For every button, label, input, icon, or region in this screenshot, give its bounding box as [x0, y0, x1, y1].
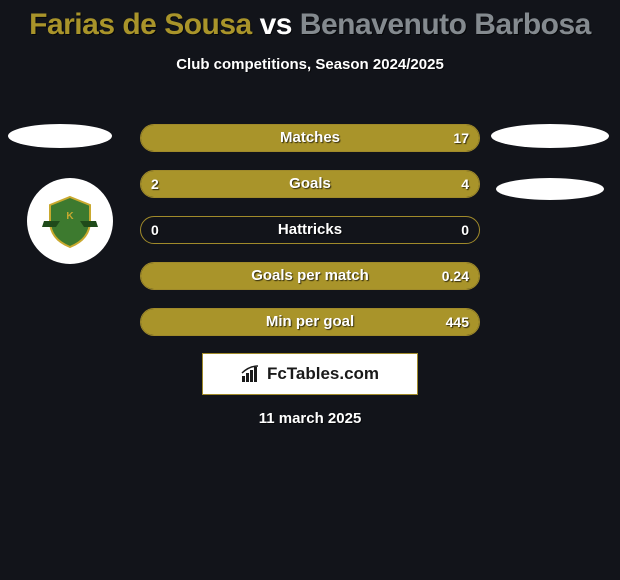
stats-container: Matches17 Goals2 4 Hattricks0 0 Goals per mat…	[140, 124, 480, 354]
stat-value-right: 0.24	[442, 263, 469, 289]
stat-label: Goals per match	[141, 263, 479, 289]
shield-icon: K	[40, 191, 100, 251]
source-badge: FcTables.com	[202, 353, 418, 395]
stat-row: Min per goal445	[140, 308, 480, 336]
stat-label: Matches	[141, 125, 479, 151]
club-badge: K	[27, 178, 113, 264]
title-player1: Farias de Sousa	[29, 8, 252, 41]
stat-row: Goals per match0.24	[140, 262, 480, 290]
decorative-oval	[8, 124, 112, 148]
stat-label: Min per goal	[141, 309, 479, 335]
stat-value-left: 2	[151, 171, 159, 197]
decorative-oval	[496, 178, 604, 200]
stat-value-right: 17	[453, 125, 469, 151]
stat-label: Hattricks	[141, 217, 479, 243]
source-text: FcTables.com	[267, 364, 379, 384]
stat-row: Hattricks0 0	[140, 216, 480, 244]
subtitle: Club competitions, Season 2024/2025	[0, 56, 620, 73]
title-vs: vs	[252, 8, 300, 41]
svg-text:K: K	[66, 211, 74, 222]
stat-row: Matches17	[140, 124, 480, 152]
decorative-oval	[491, 124, 609, 148]
stat-label: Goals	[141, 171, 479, 197]
chart-bars-icon	[241, 365, 261, 383]
stat-value-right: 0	[461, 217, 469, 243]
stat-value-left: 0	[151, 217, 159, 243]
stat-value-right: 445	[446, 309, 469, 335]
title-player2: Benavenuto Barbosa	[300, 8, 591, 41]
stat-value-right: 4	[461, 171, 469, 197]
date-text: 11 march 2025	[0, 410, 620, 427]
page-title: Farias de Sousa vs Benavenuto Barbosa	[0, 0, 620, 42]
stat-row: Goals2 4	[140, 170, 480, 198]
